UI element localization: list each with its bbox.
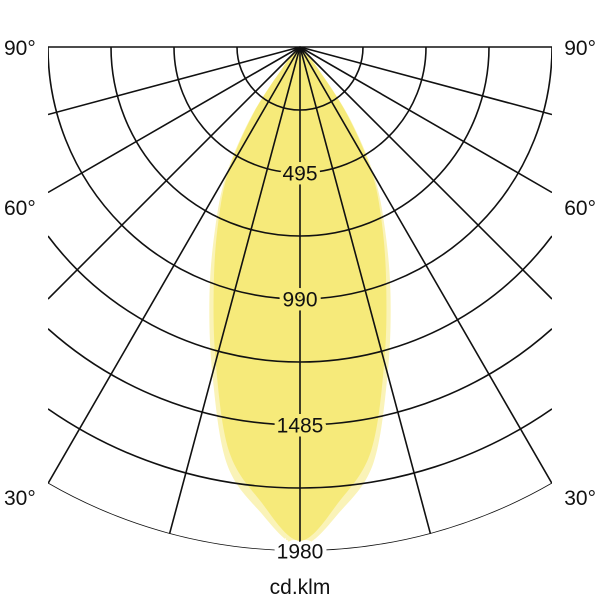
radial-tick-label: 1980 — [277, 541, 324, 564]
grid-spoke — [299, 46, 552, 300]
polar-grid — [48, 46, 552, 551]
grid-spoke — [299, 46, 552, 194]
grid-spoke — [48, 46, 301, 300]
radial-tick-labels: 495 990 1485 1980 — [273, 159, 328, 568]
angle-label-left-60: 60° — [4, 197, 36, 220]
angle-label-right-90: 90° — [564, 37, 596, 60]
unit-label: cd.klm — [270, 576, 331, 599]
angle-labels: 90° 60° 30° 90° 60° 30° — [4, 37, 596, 510]
grid-spoke — [48, 46, 301, 116]
angle-label-right-30: 30° — [564, 487, 596, 510]
radial-tick-label: 990 — [282, 289, 317, 312]
angle-label-left-90: 90° — [4, 37, 36, 60]
radial-tick-label: 1485 — [277, 415, 324, 438]
grid-spoke — [299, 46, 432, 535]
grid-spoke — [299, 46, 552, 116]
grid-spoke — [299, 46, 552, 484]
radial-tick-label: 495 — [282, 163, 317, 186]
angle-label-right-60: 60° — [564, 197, 596, 220]
grid-spoke — [48, 46, 301, 484]
angle-label-left-30: 30° — [4, 487, 36, 510]
grid-spoke — [168, 46, 301, 535]
grid-spoke — [48, 46, 301, 194]
